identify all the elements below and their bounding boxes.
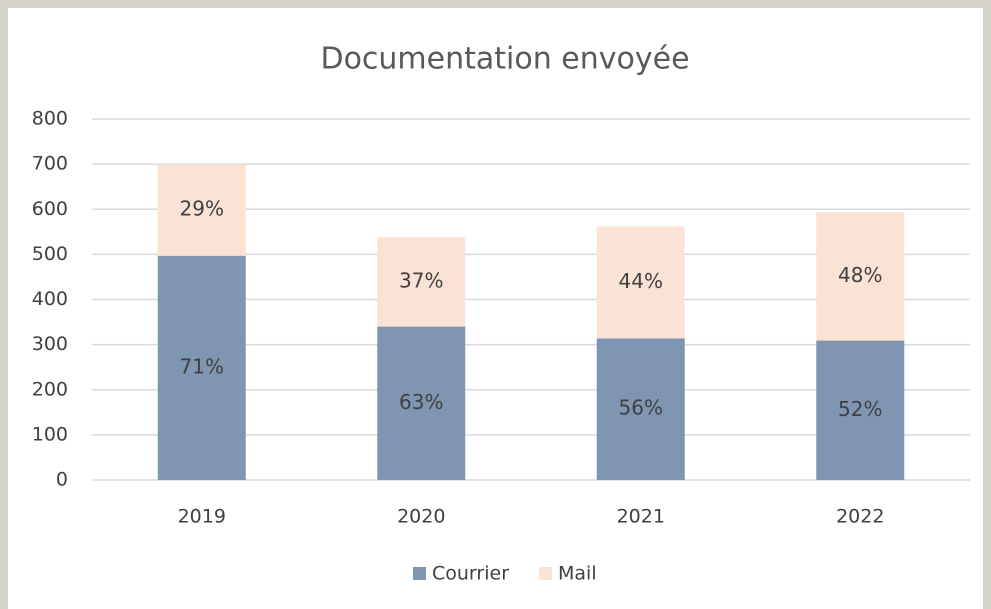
y-tick-label: 800	[32, 108, 68, 130]
y-tick-label: 500	[32, 243, 68, 265]
bar-segment	[596, 338, 685, 480]
bar-segment	[377, 326, 466, 480]
data-label: 37%	[399, 268, 443, 292]
x-tick-label: 2019	[178, 506, 226, 528]
bar-segment	[157, 164, 246, 256]
y-tick-label: 100	[32, 423, 68, 445]
legend-label: Mail	[558, 563, 597, 585]
data-label: 71%	[180, 354, 224, 378]
bar-segment	[377, 237, 466, 327]
data-label: 48%	[838, 263, 882, 287]
bar-segment	[816, 340, 905, 480]
x-tick-label: 2021	[617, 506, 665, 528]
bar-segment	[816, 211, 905, 341]
y-tick-label: 400	[32, 288, 68, 310]
y-tick-label: 200	[32, 378, 68, 400]
x-tick-label: 2020	[397, 506, 445, 528]
y-tick-label: 700	[32, 153, 68, 175]
data-label: 63%	[399, 390, 443, 414]
data-label: 29%	[180, 196, 224, 220]
legend-swatch	[539, 567, 553, 580]
y-tick-label: 0	[56, 469, 68, 491]
x-tick-label: 2022	[836, 506, 884, 528]
y-tick-label: 600	[32, 198, 68, 220]
legend-label: Courrier	[432, 563, 509, 585]
legend-swatch	[413, 567, 426, 580]
bar-segment	[157, 255, 246, 480]
data-label: 52%	[838, 397, 882, 421]
data-label: 44%	[619, 269, 663, 293]
y-tick-label: 300	[32, 333, 68, 355]
data-label: 56%	[619, 396, 663, 420]
bar-segment	[596, 226, 685, 339]
chart-title: Documentation envoyée	[320, 42, 689, 77]
